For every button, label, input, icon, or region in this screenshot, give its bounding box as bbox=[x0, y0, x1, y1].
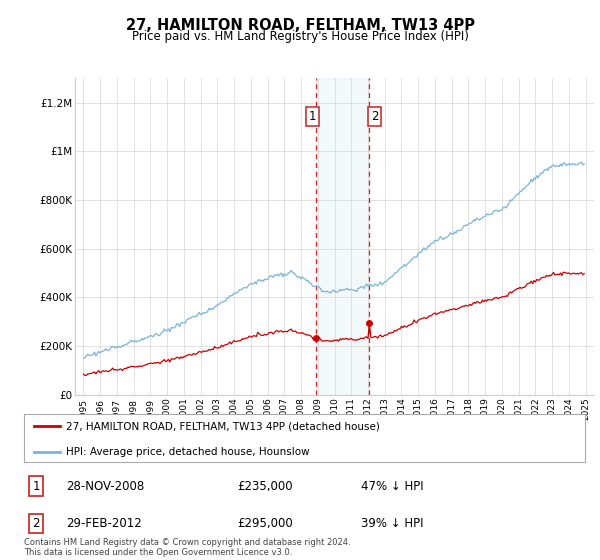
Text: £295,000: £295,000 bbox=[237, 517, 293, 530]
Bar bbox=[316, 78, 370, 395]
Text: HPI: Average price, detached house, Hounslow: HPI: Average price, detached house, Houn… bbox=[66, 446, 310, 456]
Text: 39% ↓ HPI: 39% ↓ HPI bbox=[361, 517, 423, 530]
Text: £235,000: £235,000 bbox=[237, 479, 293, 493]
Text: 2: 2 bbox=[32, 517, 40, 530]
Text: 1: 1 bbox=[32, 479, 40, 493]
Text: 1: 1 bbox=[309, 110, 316, 123]
Text: 27, HAMILTON ROAD, FELTHAM, TW13 4PP (detached house): 27, HAMILTON ROAD, FELTHAM, TW13 4PP (de… bbox=[66, 421, 380, 431]
Text: 28-NOV-2008: 28-NOV-2008 bbox=[66, 479, 145, 493]
Text: 27, HAMILTON ROAD, FELTHAM, TW13 4PP: 27, HAMILTON ROAD, FELTHAM, TW13 4PP bbox=[125, 18, 475, 33]
Text: 2: 2 bbox=[371, 110, 379, 123]
Text: 29-FEB-2012: 29-FEB-2012 bbox=[66, 517, 142, 530]
Text: Contains HM Land Registry data © Crown copyright and database right 2024.
This d: Contains HM Land Registry data © Crown c… bbox=[24, 538, 350, 557]
Text: Price paid vs. HM Land Registry's House Price Index (HPI): Price paid vs. HM Land Registry's House … bbox=[131, 30, 469, 43]
Text: 47% ↓ HPI: 47% ↓ HPI bbox=[361, 479, 423, 493]
